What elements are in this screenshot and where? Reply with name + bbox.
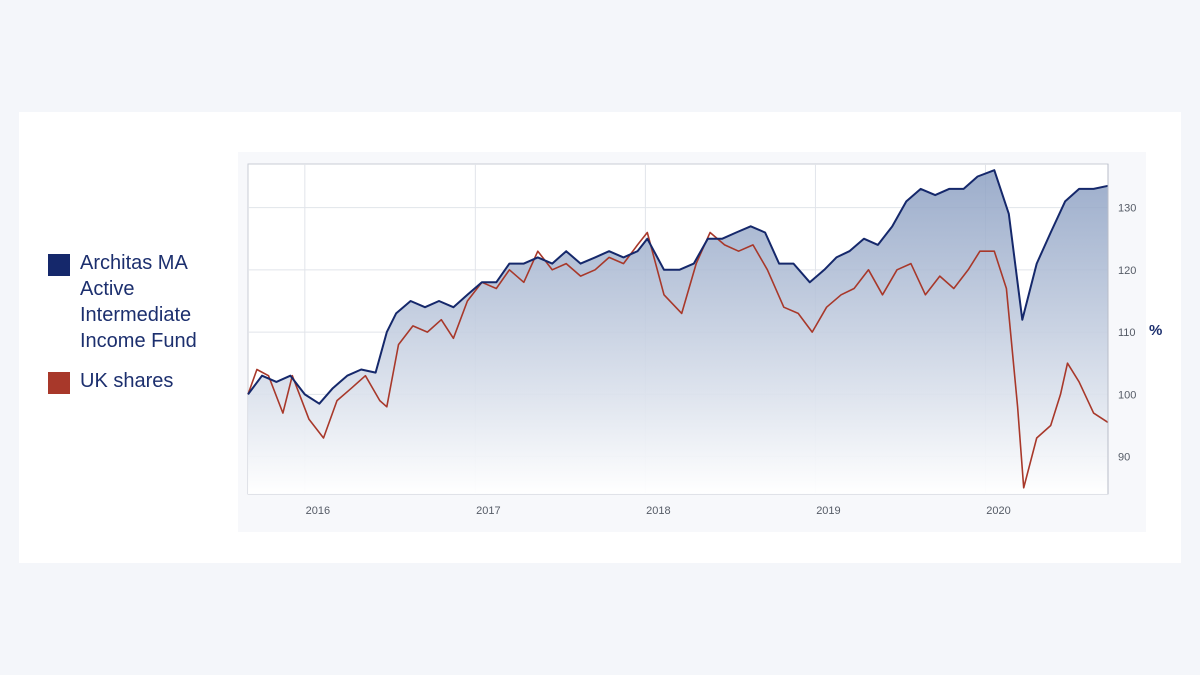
y-tick-label-110: 110 xyxy=(1118,327,1136,339)
legend-item-fund: Architas MA Active Intermediate Income F… xyxy=(48,250,238,354)
legend-swatch-fund xyxy=(48,254,70,276)
x-tick-label-2020: 2020 xyxy=(986,505,1010,517)
y-tick-label-100: 100 xyxy=(1118,389,1136,401)
x-tick-label-2018: 2018 xyxy=(646,505,670,517)
y-tick-label-90: 90 xyxy=(1118,452,1130,464)
legend-item-uk-shares: UK shares xyxy=(48,368,238,394)
x-tick-label-2019: 2019 xyxy=(816,505,840,517)
legend-label-fund: Architas MA Active Intermediate Income F… xyxy=(80,252,197,352)
series-area-0 xyxy=(248,170,1108,494)
x-tick-label-2016: 2016 xyxy=(306,505,330,517)
legend-label-uk-shares: UK shares xyxy=(80,370,174,392)
series-line-1 xyxy=(247,231,1109,489)
y-tick-label-130: 130 xyxy=(1118,203,1136,215)
series-line-0 xyxy=(247,169,1109,405)
x-tick-label-2017: 2017 xyxy=(476,505,500,517)
y-axis-unit-label: % xyxy=(1149,322,1163,339)
legend-swatch-uk-shares xyxy=(48,372,70,394)
y-tick-label-120: 120 xyxy=(1118,265,1136,277)
line-chart: 90 100 110 120 130 2016 2017 2018 2019 2020 xyxy=(247,163,1136,517)
chart-legend: Architas MA Active Intermediate Income F… xyxy=(48,250,238,408)
chart-area: 90 100 110 120 130 2016 2017 2018 2019 2020 xyxy=(238,152,1146,532)
